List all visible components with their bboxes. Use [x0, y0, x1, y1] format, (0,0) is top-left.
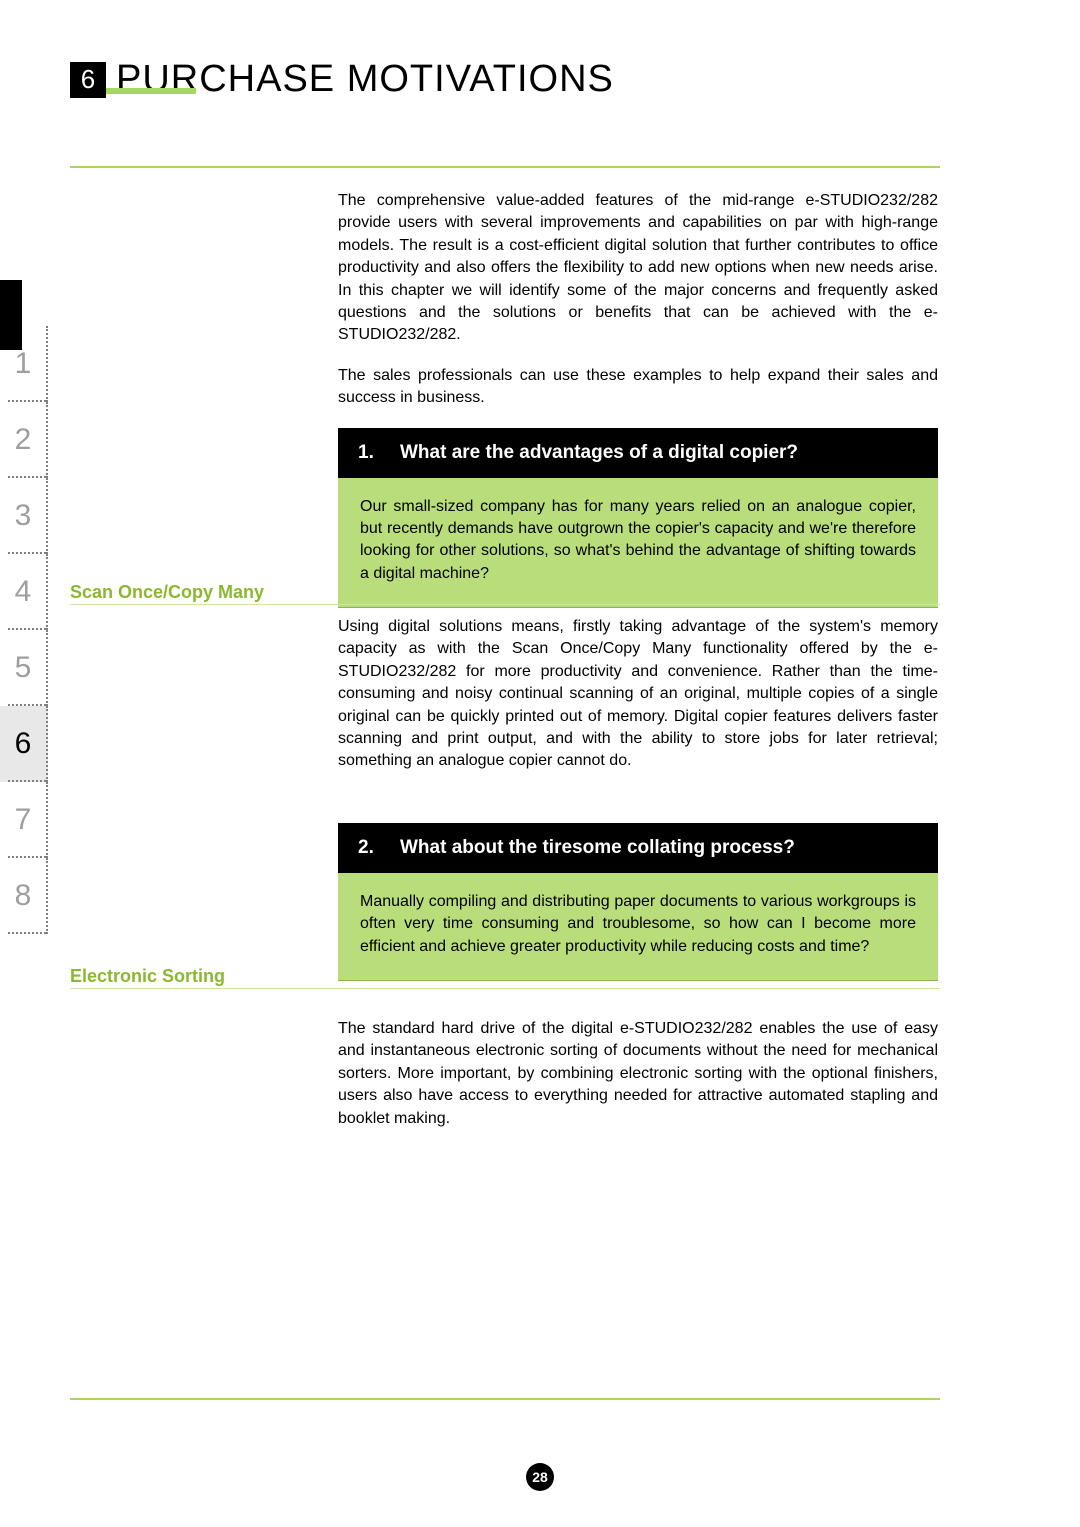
chapter-number-badge: 6: [70, 62, 106, 98]
intro-paragraph-1: The comprehensive value-added features o…: [338, 190, 938, 347]
document-page: 6 PURCHASE MOTIVATIONS 1 2 3 4 5 6 7 8 T…: [0, 0, 1080, 1527]
section-1-body: Using digital solutions means, firstly t…: [338, 616, 938, 773]
sidebar-num-4: 4: [0, 554, 48, 630]
sidebar-num-3: 3: [0, 478, 48, 554]
sidebar-num-7: 7: [0, 782, 48, 858]
question-1-header: 1. What are the advantages of a digital …: [338, 428, 938, 478]
intro-paragraph-2: The sales professionals can use these ex…: [338, 365, 938, 410]
page-number: 28: [526, 1463, 554, 1491]
sidebar-num-2: 2: [0, 402, 48, 478]
sidebar-num-5: 5: [0, 630, 48, 706]
section-1-rule: [70, 604, 940, 605]
question-1-number: 1.: [358, 442, 380, 464]
top-rule: [70, 166, 940, 168]
sidebar-num-8: 8: [0, 858, 48, 934]
chapter-underline: [106, 88, 196, 94]
question-2-header: 2. What about the tiresome collating pro…: [338, 823, 938, 873]
section-2-body: The standard hard drive of the digital e…: [338, 1018, 938, 1130]
section-2-rule: [70, 988, 940, 989]
sidebar-num-1: 1: [0, 326, 48, 402]
question-2-title: What about the tiresome collating proces…: [400, 837, 795, 859]
question-2-box: Manually compiling and distributing pape…: [338, 873, 938, 981]
chapter-sidebar: 1 2 3 4 5 6 7 8: [0, 326, 48, 934]
chapter-header: 6 PURCHASE MOTIVATIONS: [70, 58, 614, 101]
question-2-number: 2.: [358, 837, 380, 859]
question-1-title: What are the advantages of a digital cop…: [400, 442, 798, 464]
chapter-title: PURCHASE MOTIVATIONS: [116, 58, 614, 101]
bottom-rule: [70, 1398, 940, 1400]
question-1-box: Our small-sized company has for many yea…: [338, 478, 938, 609]
section-2-body-wrap: The standard hard drive of the digital e…: [338, 1018, 938, 1130]
section-1-label: Scan Once/Copy Many: [70, 582, 264, 603]
sidebar-num-6: 6: [0, 706, 48, 782]
main-content: The comprehensive value-added features o…: [338, 190, 938, 608]
section-1-body-wrap: Using digital solutions means, firstly t…: [338, 616, 938, 981]
section-2-label: Electronic Sorting: [70, 966, 225, 987]
